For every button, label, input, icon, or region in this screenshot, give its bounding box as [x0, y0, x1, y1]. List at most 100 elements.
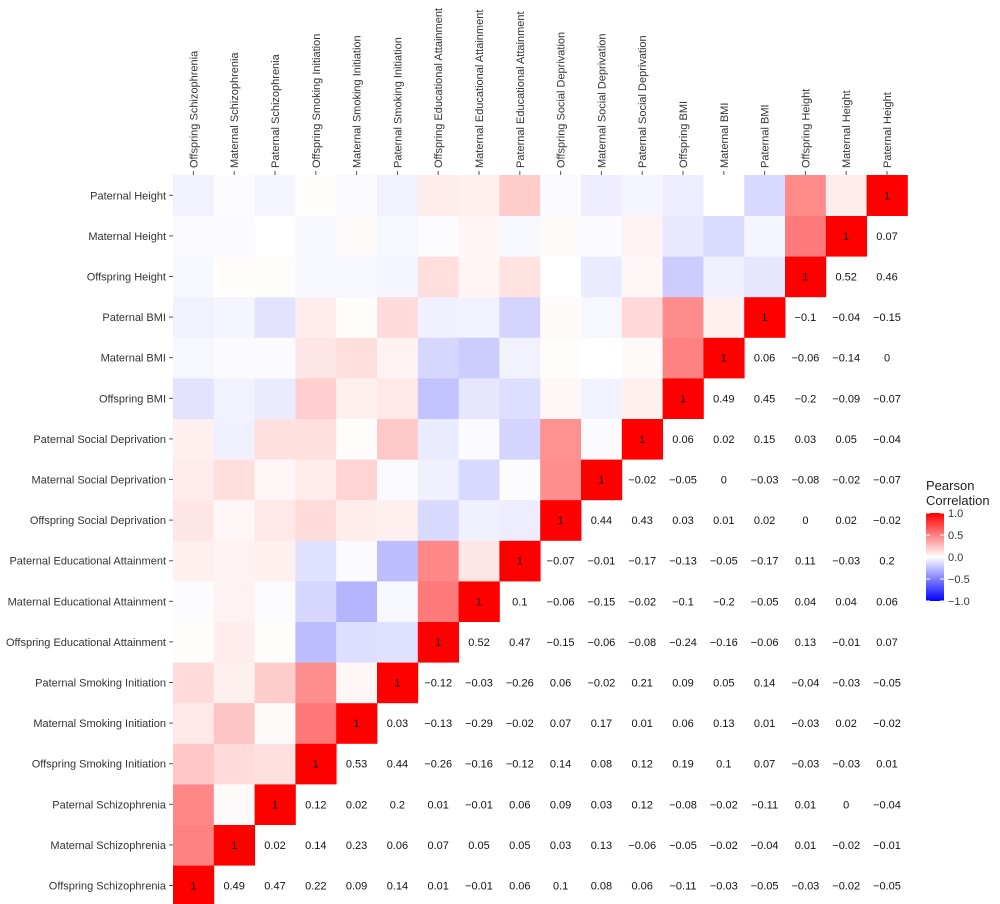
heatmap-cell — [825, 215, 867, 257]
cell-value-label: −0.07 — [547, 556, 575, 568]
cell-value-label: 0.05 — [468, 840, 489, 852]
cell-value-label: −0.11 — [669, 881, 696, 893]
cell-value-label: −0.02 — [710, 840, 738, 852]
y-tick-label: Paternal Educational Attainment — [9, 556, 166, 568]
legend-tick-label: 1.0 — [948, 508, 963, 520]
legend-tick-label: −1.0 — [948, 596, 970, 608]
cell-value-label: 0.19 — [672, 759, 693, 771]
heatmap-cell — [662, 337, 704, 379]
cell-value-label: 1 — [435, 637, 441, 649]
heatmap-cell — [499, 337, 541, 379]
heatmap-cell — [173, 865, 215, 904]
cell-value-label: 0.08 — [591, 759, 612, 771]
cell-value-label: 0 — [802, 515, 808, 527]
cell-value-label: 0.03 — [672, 515, 693, 527]
cell-value-label: 0.49 — [223, 881, 244, 893]
cell-value-label: 0.07 — [550, 718, 571, 730]
cell-value-label: 0.22 — [305, 881, 326, 893]
cell-value-label: 0.01 — [876, 759, 897, 771]
cell-value-label: −0.06 — [751, 637, 779, 649]
y-tick-label: Paternal Smoking Initiation — [35, 678, 166, 690]
heatmap-cell — [417, 256, 459, 298]
heatmap-cell — [173, 743, 215, 785]
x-tick-label: Paternal BMI — [760, 104, 772, 168]
legend-tick-label: 0.5 — [948, 530, 963, 542]
heatmap-cell — [173, 296, 215, 338]
heatmap-cell — [621, 215, 663, 257]
heatmap-cell — [581, 215, 623, 257]
x-tick-label: Maternal Educational Attainment — [474, 10, 486, 168]
heatmap-cell — [499, 540, 541, 582]
cell-value-label: 0.02 — [713, 434, 734, 446]
heatmap-cell — [295, 296, 337, 338]
heatmap-cell — [173, 378, 215, 419]
cell-value-label: 0.03 — [387, 718, 408, 730]
cell-value-label: 0.02 — [264, 840, 285, 852]
cell-value-label: −0.04 — [751, 840, 779, 852]
cell-value-label: 0.23 — [346, 840, 367, 852]
cell-value-label: −0.06 — [587, 637, 615, 649]
heatmap-cell — [540, 499, 582, 541]
cell-value-label: 0.52 — [835, 272, 856, 284]
cell-value-label: 0.01 — [631, 718, 652, 730]
heatmap-cell — [662, 378, 704, 419]
cell-value-label: −0.1 — [672, 596, 694, 608]
y-tick-label: Maternal Smoking Initiation — [33, 718, 166, 730]
heatmap-cell — [785, 175, 827, 216]
cell-value-label: −0.03 — [710, 881, 738, 893]
heatmap-cell — [621, 418, 663, 460]
heatmap-cell — [377, 175, 419, 216]
heatmap-cell — [173, 459, 215, 501]
heatmap-cell — [744, 256, 786, 298]
y-tick-label: Paternal Social Deprivation — [33, 434, 166, 446]
cell-value-label: 1 — [762, 312, 768, 324]
heatmap-cell — [540, 296, 582, 338]
cell-value-label: −0.06 — [791, 353, 819, 365]
heatmap-cell — [417, 581, 459, 622]
heatmap-cell — [377, 459, 419, 501]
heatmap-cell — [744, 175, 786, 216]
heatmap-cell — [336, 499, 378, 541]
heatmap-cell — [336, 296, 378, 338]
cell-value-label: −0.02 — [832, 840, 860, 852]
heatmap-cell — [173, 621, 215, 663]
cell-value-label: 0.13 — [795, 637, 816, 649]
cell-value-label: 0.44 — [387, 759, 408, 771]
cell-value-label: 0.02 — [754, 515, 775, 527]
cell-value-label: −0.03 — [832, 556, 860, 568]
heatmap-cell — [744, 215, 786, 257]
cell-value-label: 0.52 — [468, 637, 489, 649]
cell-value-label: −0.2 — [795, 393, 817, 405]
heatmap-cell — [336, 540, 378, 582]
cell-value-label: 0.06 — [672, 718, 693, 730]
cell-value-label: 0.53 — [346, 759, 367, 771]
heatmap-cell — [785, 215, 827, 257]
heatmap-cell — [377, 215, 419, 257]
heatmap-cell — [213, 459, 255, 501]
cell-value-label: 0.2 — [390, 799, 405, 811]
heatmap-cell — [377, 256, 419, 298]
x-tick-label: Offspring Educational Attainment — [433, 8, 445, 168]
y-tick-label: Paternal BMI — [102, 312, 166, 324]
heatmap-cell — [173, 499, 215, 541]
x-tick-label: Offspring Social Deprivation — [556, 32, 568, 168]
heatmap-cell — [540, 418, 582, 460]
x-tick-label: Paternal Social Deprivation — [637, 35, 649, 168]
cell-value-label: 0.15 — [754, 434, 775, 446]
cell-value-label: −0.13 — [424, 718, 452, 730]
heatmap-cell — [499, 378, 541, 419]
heatmap-cell — [540, 256, 582, 298]
y-tick-label: Paternal Height — [90, 190, 166, 202]
cell-value-label: 0.49 — [713, 393, 734, 405]
y-tick-label: Offspring BMI — [99, 393, 166, 405]
cell-value-label: 0.45 — [754, 393, 775, 405]
heatmap-cell — [295, 581, 337, 622]
cell-value-label: 1 — [272, 799, 278, 811]
cell-value-label: 0.12 — [631, 759, 652, 771]
cell-value-label: −0.09 — [832, 393, 860, 405]
y-tick-label: Maternal Educational Attainment — [8, 596, 166, 608]
heatmap-cell — [336, 175, 378, 216]
heatmap-cell — [417, 215, 459, 257]
cell-value-label: 0.1 — [553, 881, 568, 893]
heatmap-cell — [377, 621, 419, 663]
